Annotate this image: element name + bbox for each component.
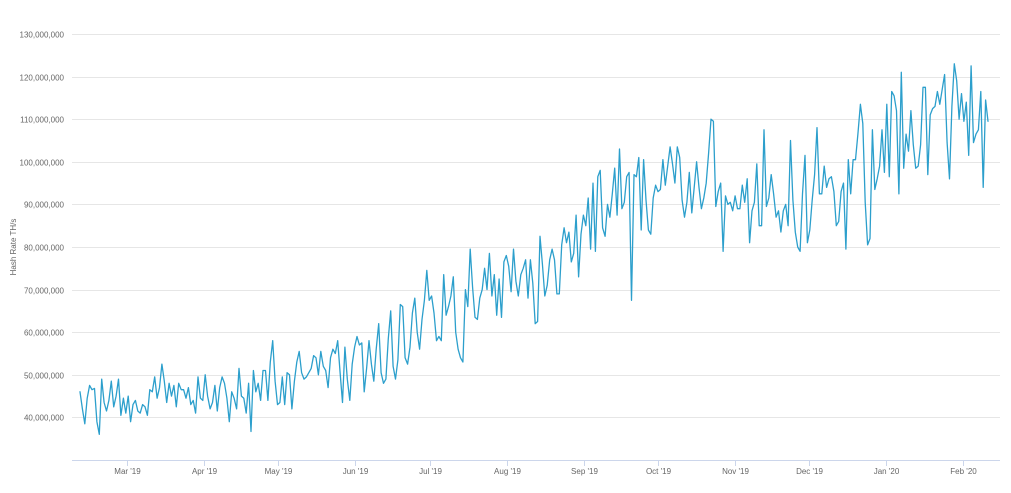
x-tick-label: Nov '19 xyxy=(722,467,749,476)
y-axis-ticks: 40,000,000 50,000,000 60,000,000 70,000,000… xyxy=(20,31,65,423)
y-tick-label: 40,000,000 xyxy=(24,414,65,423)
x-tick-label: Mar '19 xyxy=(114,467,141,476)
grid-lines xyxy=(72,34,1000,418)
x-tick-label: Dec '19 xyxy=(796,467,823,476)
x-tick-label: Apr '19 xyxy=(192,467,218,476)
x-tick-label: Sep '19 xyxy=(571,467,598,476)
y-tick-label: 90,000,000 xyxy=(24,201,65,210)
y-tick-label: 130,000,000 xyxy=(20,31,65,40)
y-tick-label: 100,000,000 xyxy=(20,159,65,168)
y-tick-label: 50,000,000 xyxy=(24,372,65,381)
series-line-hash-rate[interactable] xyxy=(79,63,989,436)
x-axis-ticks: Mar '19 Apr '19 May '19 Jun '19 Jul '19 Aug '… xyxy=(114,460,977,476)
y-tick-label: 60,000,000 xyxy=(24,329,65,338)
y-tick-label: 80,000,000 xyxy=(24,244,65,253)
x-tick-label: Aug '19 xyxy=(494,467,521,476)
x-tick-label: Oct '19 xyxy=(646,467,672,476)
x-tick-label: Feb '20 xyxy=(950,467,977,476)
x-tick-label: May '19 xyxy=(265,467,293,476)
y-tick-label: 120,000,000 xyxy=(20,74,65,83)
x-tick-label: Jun '19 xyxy=(343,467,369,476)
y-tick-label: 70,000,000 xyxy=(24,287,65,296)
x-tick-label: Jul '19 xyxy=(419,467,442,476)
x-tick-label: Jan '20 xyxy=(874,467,900,476)
y-tick-label: 110,000,000 xyxy=(20,116,64,125)
y-axis-title: Hash Rate TH/s xyxy=(9,219,18,276)
